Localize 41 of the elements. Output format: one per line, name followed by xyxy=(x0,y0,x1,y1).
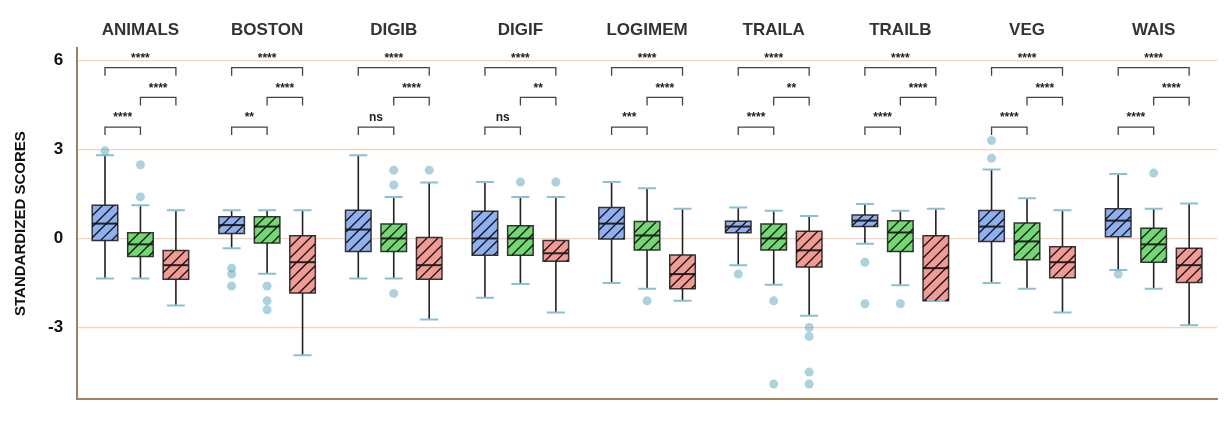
annotation: **** xyxy=(257,51,277,66)
x-tick-label: TRAILB xyxy=(869,19,932,39)
y-tick-label: 3 xyxy=(53,139,64,159)
x-tick-label: TRAILA xyxy=(742,19,805,39)
annotation: **** xyxy=(891,51,911,66)
y-tick-label: 0 xyxy=(53,228,64,248)
annotation: ns xyxy=(495,110,510,125)
x-tick-label: LOGIMEM xyxy=(606,19,688,39)
annotation: **** xyxy=(275,80,295,95)
annotation: **** xyxy=(999,110,1019,125)
x-tick-label: WAIS xyxy=(1131,19,1176,39)
annotation: **** xyxy=(148,80,168,95)
x-tick-label: BOSTON xyxy=(230,19,304,39)
x-tick-label: VEG xyxy=(1009,19,1045,39)
annotation: *** xyxy=(622,110,637,125)
annotation: **** xyxy=(746,110,766,125)
annotation: **** xyxy=(1017,51,1037,66)
x-tick-label: DIGIB xyxy=(370,19,418,39)
annotation: **** xyxy=(1035,80,1055,95)
annotation: **** xyxy=(402,80,422,95)
x-tick-label: DIGIF xyxy=(497,19,544,39)
y-tick-label: 6 xyxy=(53,49,64,69)
annotation: **** xyxy=(511,51,531,66)
x-tick-label: ANIMALS xyxy=(101,19,180,39)
annotation: **** xyxy=(764,51,784,66)
annotation: **** xyxy=(131,51,151,66)
annotation: **** xyxy=(384,51,404,66)
annotation: ns xyxy=(369,110,384,125)
annotation: **** xyxy=(873,110,893,125)
annotation: **** xyxy=(637,51,657,66)
annotation: **** xyxy=(655,80,675,95)
annotation: **** xyxy=(1144,51,1164,66)
annotation: **** xyxy=(1126,110,1146,125)
annotation: ** xyxy=(244,110,255,125)
annotation: **** xyxy=(113,110,133,125)
annotation: **** xyxy=(908,80,928,95)
annotation: ** xyxy=(786,80,797,95)
annotation: **** xyxy=(1162,80,1182,95)
annotation: ** xyxy=(533,80,544,95)
y-axis-title: STANDARDIZED SCORES xyxy=(11,131,29,316)
y-tick-label: -3 xyxy=(47,317,64,337)
